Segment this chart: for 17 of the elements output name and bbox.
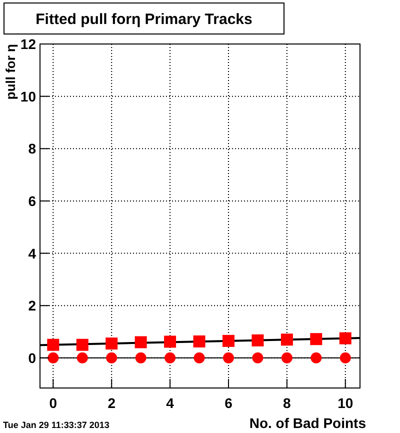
- x-tick-label: 4: [166, 395, 174, 411]
- x-tick-label: 2: [108, 395, 116, 411]
- y-axis-title: pull for η: [3, 44, 18, 100]
- y-tick-label: 8: [28, 140, 36, 157]
- chart-title: Fitted pull forη Primary Tracks: [36, 11, 252, 28]
- x-tick-label: 10: [338, 395, 354, 411]
- y-tick-label: 10: [20, 88, 36, 104]
- y-tick-label: 12: [20, 36, 36, 52]
- text: Tue Jan 29 11:33:37 2013: [3, 420, 110, 430]
- x-tick-label: 6: [224, 395, 233, 411]
- y-tick-label: 0: [28, 350, 36, 366]
- y-tick-label: 6: [28, 192, 36, 209]
- x-tick-label: 8: [283, 395, 292, 411]
- x-axis-title: No. of Bad Points: [249, 415, 366, 431]
- y-tick-label: 4: [28, 245, 36, 262]
- y-tick-label: 2: [28, 298, 36, 314]
- x-tick-label: 0: [49, 395, 58, 411]
